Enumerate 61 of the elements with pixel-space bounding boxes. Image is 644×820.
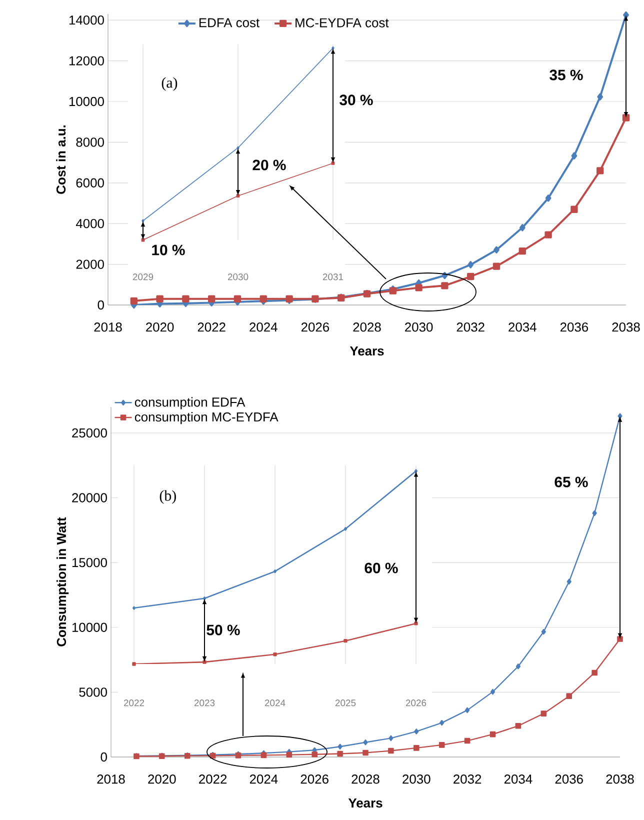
x-tick-label: 2018 (97, 774, 125, 784)
x-tick-label: 2020 (148, 774, 176, 784)
x-tick-label: 2022 (124, 700, 144, 706)
y-tick-label: 20000 (72, 493, 107, 502)
x-tick-label: 2022 (199, 774, 227, 784)
annotation: 10 % (152, 244, 185, 256)
x-tick-label: 2030 (405, 322, 433, 332)
legend-label: consumption MC-EYDFA (134, 412, 278, 424)
x-tick-label: 2038 (606, 774, 634, 784)
y-tick-label: 14000 (69, 16, 104, 25)
y-tick-label: 8000 (76, 138, 104, 147)
y-tick-label: 0 (100, 752, 107, 762)
annotation: 35 % (550, 70, 583, 80)
x-tick-label: 2022 (198, 322, 226, 332)
x-tick-label: 2030 (228, 274, 248, 280)
x-tick-label: 2028 (353, 322, 381, 332)
x-tick-label: 2028 (352, 774, 380, 784)
y-axis-title: Consumption in Watt (56, 517, 69, 646)
y-tick-label: 10000 (72, 622, 107, 632)
x-tick-label: 2030 (402, 774, 430, 784)
y-tick-label: 6000 (76, 178, 104, 188)
x-tick-label: 2024 (264, 700, 286, 706)
annotation: (b) (160, 490, 176, 504)
x-tick-label: 2032 (456, 322, 484, 332)
annotation: 65 % (554, 476, 588, 488)
x-tick-label: 2020 (146, 322, 174, 332)
x-tick-label: 2024 (250, 322, 278, 332)
x-tick-label: 2031 (322, 274, 344, 280)
annotation: 50 % (206, 624, 240, 636)
legend-label: EDFA cost (199, 18, 260, 28)
annotation: 60 % (364, 562, 398, 574)
y-tick-label: 0 (98, 300, 104, 310)
legend-label: MC-EYDFA cost (296, 18, 389, 28)
y-tick-label: 12000 (69, 56, 104, 66)
x-tick-label: 2038 (612, 322, 640, 332)
x-tick-label: 2036 (555, 774, 583, 784)
x-tick-label: 2024 (250, 774, 278, 784)
annotation: 20 % (252, 160, 286, 170)
x-axis-title: Years (350, 346, 384, 356)
x-tick-label: 2025 (335, 700, 356, 706)
x-tick-label: 2029 (132, 274, 154, 280)
annotation: (a) (162, 77, 178, 91)
y-tick-label: 4000 (76, 219, 104, 228)
x-tick-label: 2026 (406, 700, 426, 706)
x-axis-title: Years (348, 798, 382, 808)
y-axis-title: Cost in a.u. (56, 125, 66, 194)
legend-label: consumption EDFA (134, 397, 246, 410)
y-tick-label: 15000 (72, 558, 107, 568)
x-tick-label: 2034 (504, 774, 532, 784)
y-tick-label: 10000 (69, 96, 104, 106)
x-tick-label: 2018 (94, 322, 122, 332)
y-tick-label: 2000 (76, 260, 104, 269)
y-tick-label: 25000 (72, 428, 107, 438)
annotation: 30 % (340, 94, 373, 106)
x-tick-label: 2032 (454, 774, 482, 784)
x-tick-label: 2026 (301, 322, 330, 332)
x-tick-label: 2023 (194, 700, 215, 706)
x-tick-label: 2036 (560, 322, 588, 332)
x-tick-label: 2026 (300, 774, 328, 784)
y-tick-label: 5000 (79, 688, 107, 697)
x-tick-label: 2034 (508, 322, 536, 332)
